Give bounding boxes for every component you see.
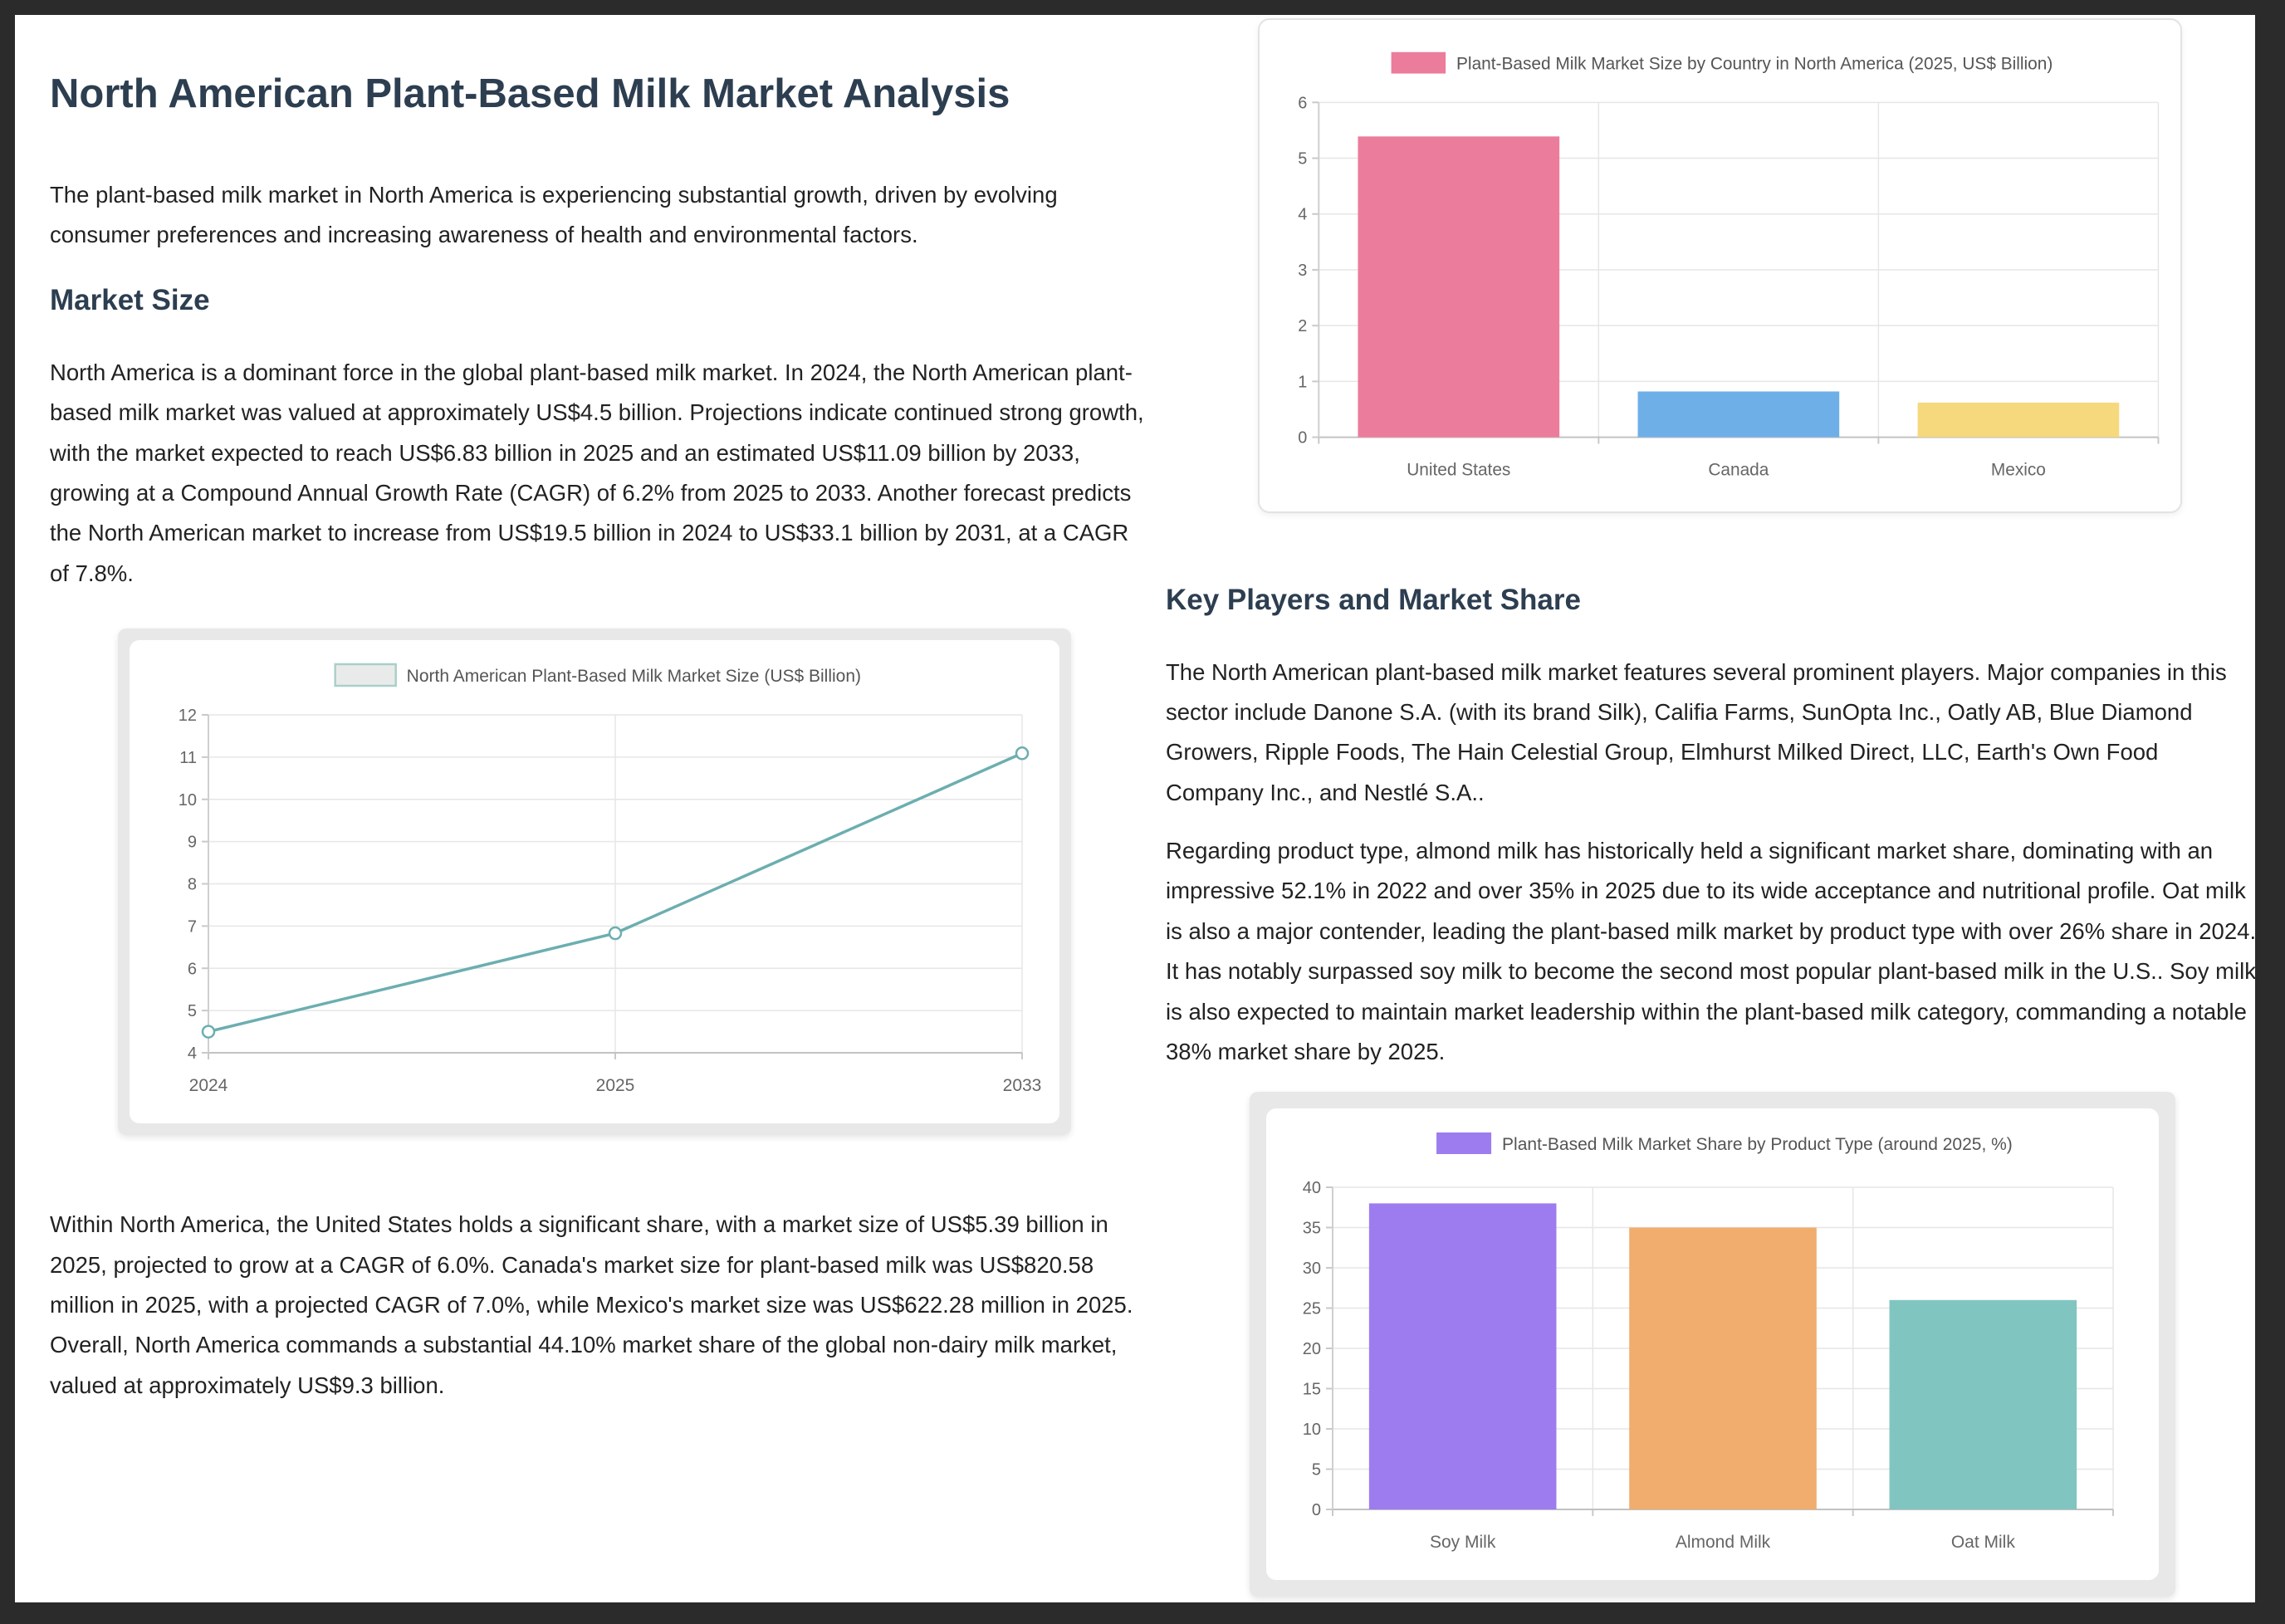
y-tick-label: 10 bbox=[1303, 1421, 1321, 1439]
country-market-size-bar-chart: 0 1 2 3 4 5 6 United States Canada Mexico Plant-Ba… bbox=[1258, 18, 2182, 513]
y-tick-label: 20 bbox=[1303, 1340, 1321, 1358]
legend-label[interactable]: Plant-Based Milk Market Share by Product… bbox=[1502, 1135, 2013, 1154]
chart-canvas: 4 5 6 7 8 9 10 11 12 2024 2025 2033 North American P… bbox=[179, 663, 1042, 1095]
y-tick-label: 3 bbox=[1298, 262, 1307, 280]
right-column: 0 1 2 3 4 5 6 United States Canada Mexico Plant-Ba… bbox=[1166, 15, 2255, 1597]
bar-soy-milk bbox=[1368, 1203, 1557, 1510]
category-label-soy-milk: Soy Milk bbox=[1430, 1533, 1496, 1552]
data-point-2024 bbox=[201, 1025, 216, 1039]
y-tick-label: 30 bbox=[1303, 1260, 1321, 1278]
document-sheet: North American Plant-Based Milk Market A… bbox=[15, 15, 2255, 1602]
legend-swatch[interactable] bbox=[1391, 51, 1446, 74]
x-tick-label-2025: 2025 bbox=[596, 1076, 635, 1095]
legend-label[interactable]: Plant-Based Milk Market Size by Country … bbox=[1456, 55, 2053, 74]
section-heading-market-size: Market Size bbox=[50, 284, 210, 317]
x-tick-label-2024: 2024 bbox=[189, 1076, 228, 1095]
legend-swatch[interactable] bbox=[334, 663, 397, 687]
market-size-paragraph-1: North America is a dominant force in the… bbox=[50, 359, 1144, 586]
market-size-line-chart: 4 5 6 7 8 9 10 11 12 2024 2025 2033 North American P… bbox=[130, 640, 1059, 1124]
category-label-canada: Canada bbox=[1708, 460, 1769, 479]
product-share-bar-chart-frame: 0 5 10 15 20 25 30 35 40 Soy Milk Almond Milk Oat M… bbox=[1250, 1092, 2175, 1597]
section-heading-key-players: Key Players and Market Share bbox=[1166, 584, 1581, 616]
chart-canvas: 0 1 2 3 4 5 6 United States Canada Mexico Plant-Ba… bbox=[1298, 51, 2160, 479]
y-tick-label: 15 bbox=[1303, 1381, 1321, 1399]
y-tick-label: 5 bbox=[1298, 149, 1307, 168]
y-tick-label: 5 bbox=[1312, 1461, 1321, 1480]
bar-almond-milk bbox=[1629, 1227, 1817, 1510]
key-players-paragraph-1: The North American plant-based milk mark… bbox=[1166, 658, 2227, 805]
y-tick-label: 0 bbox=[1312, 1501, 1321, 1519]
bar-united-states bbox=[1358, 136, 1560, 438]
x-tick-label-2033: 2033 bbox=[1003, 1076, 1042, 1095]
y-tick-label: 7 bbox=[188, 918, 197, 937]
y-tick-label: 8 bbox=[188, 876, 197, 894]
bar-mexico bbox=[1917, 402, 2120, 438]
legend-swatch[interactable] bbox=[1436, 1132, 1492, 1155]
market-size-line-chart-frame: 4 5 6 7 8 9 10 11 12 2024 2025 2033 North American P… bbox=[118, 629, 1071, 1136]
y-tick-label: 10 bbox=[179, 791, 197, 810]
y-tick-label: 4 bbox=[188, 1044, 197, 1063]
category-label-mexico: Mexico bbox=[1991, 460, 2046, 479]
y-tick-label: 6 bbox=[1298, 94, 1307, 112]
product-share-bar-chart: 0 5 10 15 20 25 30 35 40 Soy Milk Almond Milk Oat M… bbox=[1266, 1108, 2159, 1581]
category-label-united-states: United States bbox=[1407, 460, 1510, 479]
y-tick-label: 25 bbox=[1303, 1300, 1321, 1318]
category-label-almond-milk: Almond Milk bbox=[1676, 1533, 1771, 1552]
y-tick-label: 4 bbox=[1298, 206, 1307, 224]
data-point-2033 bbox=[1015, 746, 1030, 761]
category-label-oat-milk: Oat Milk bbox=[1951, 1533, 2016, 1552]
y-tick-label: 40 bbox=[1303, 1179, 1321, 1197]
y-tick-label: 2 bbox=[1298, 317, 1307, 335]
market-size-paragraph-2: Within North America, the United States … bbox=[50, 1211, 1133, 1398]
intro-paragraph: The plant-based milk market in North Ame… bbox=[50, 181, 1058, 248]
bar-oat-milk bbox=[1889, 1300, 2077, 1510]
y-tick-label: 0 bbox=[1298, 429, 1307, 448]
chart-canvas: 0 5 10 15 20 25 30 35 40 Soy Milk Almond Milk Oat M… bbox=[1303, 1132, 2114, 1552]
legend-label[interactable]: North American Plant-Based Milk Market S… bbox=[407, 667, 861, 686]
left-column: North American Plant-Based Milk Market A… bbox=[50, 15, 1147, 1406]
page-title: North American Plant-Based Milk Market A… bbox=[50, 71, 1010, 116]
y-tick-label: 12 bbox=[179, 707, 197, 725]
data-point-2025 bbox=[608, 927, 623, 941]
y-tick-label: 11 bbox=[179, 749, 197, 767]
y-tick-label: 6 bbox=[188, 961, 197, 979]
y-tick-label: 35 bbox=[1303, 1220, 1321, 1238]
y-tick-label: 5 bbox=[188, 1002, 197, 1020]
y-tick-label: 1 bbox=[1298, 373, 1307, 391]
y-tick-label: 9 bbox=[188, 834, 197, 852]
key-players-paragraph-2: Regarding product type, almond milk has … bbox=[1166, 838, 2255, 1065]
bar-canada bbox=[1637, 391, 1840, 438]
